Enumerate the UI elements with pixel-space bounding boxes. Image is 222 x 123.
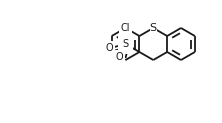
Text: O: O xyxy=(115,52,123,62)
Text: O: O xyxy=(106,43,113,53)
Text: S: S xyxy=(150,23,157,33)
Text: Cl: Cl xyxy=(121,23,130,33)
Text: S: S xyxy=(123,39,129,49)
